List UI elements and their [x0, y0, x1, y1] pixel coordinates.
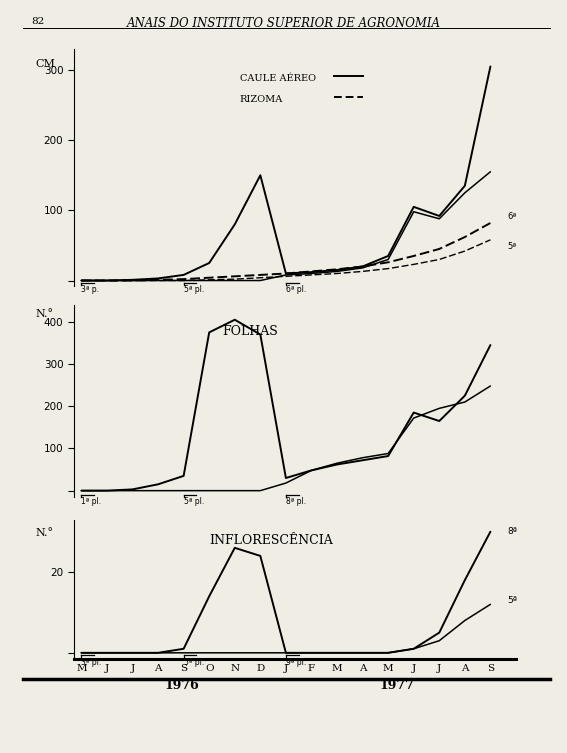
- Text: 1977: 1977: [379, 679, 414, 692]
- Text: 5ª pl.: 5ª pl.: [184, 285, 204, 294]
- Text: 82: 82: [31, 17, 44, 26]
- Text: 6ª pl.: 6ª pl.: [286, 285, 306, 294]
- Text: 1ª pl.: 1ª pl.: [82, 498, 101, 507]
- Text: 5ª: 5ª: [507, 242, 517, 251]
- Text: ANAIS DO INSTITUTO SUPERIOR DE AGRONOMIA: ANAIS DO INSTITUTO SUPERIOR DE AGRONOMIA: [126, 17, 441, 30]
- Text: 6ª: 6ª: [507, 212, 517, 221]
- Text: 5ª pl.: 5ª pl.: [184, 657, 204, 666]
- Text: CAULE AÉREO: CAULE AÉREO: [240, 74, 316, 83]
- Text: CM: CM: [35, 59, 55, 69]
- Text: INFLORESCÊNCIA: INFLORESCÊNCIA: [209, 534, 333, 547]
- Text: 1976: 1976: [164, 679, 199, 692]
- Text: 5ª: 5ª: [507, 596, 517, 605]
- Text: 3ª p.: 3ª p.: [82, 285, 99, 294]
- Text: 9ª pl.: 9ª pl.: [286, 657, 306, 666]
- Text: RIZOMA: RIZOMA: [240, 95, 283, 104]
- Text: 3ª pl.: 3ª pl.: [82, 657, 101, 666]
- Text: 8ª pl.: 8ª pl.: [286, 498, 306, 507]
- Text: N.°: N.°: [35, 309, 53, 319]
- Text: N.°: N.°: [35, 528, 53, 538]
- Text: 5ª pl.: 5ª pl.: [184, 498, 204, 507]
- Text: FOLHAS: FOLHAS: [222, 325, 278, 337]
- Text: 8ª: 8ª: [507, 527, 517, 536]
